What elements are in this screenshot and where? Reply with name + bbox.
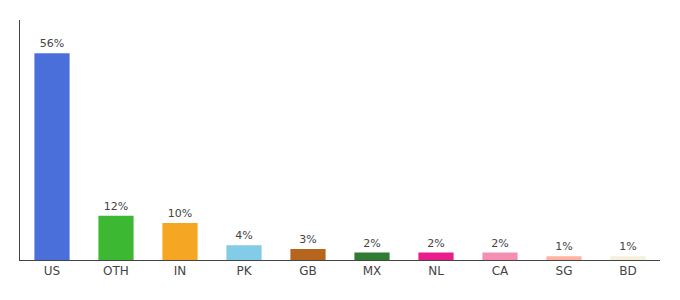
svg-text:1%: 1% [619,240,636,253]
svg-text:MX: MX [363,264,382,278]
svg-text:OTH: OTH [103,264,129,278]
svg-text:2%: 2% [491,237,508,250]
svg-text:GB: GB [299,264,317,278]
svg-text:BD: BD [619,264,636,278]
svg-text:PK: PK [236,264,252,278]
svg-text:CA: CA [492,264,509,278]
svg-text:US: US [44,264,60,278]
svg-text:2%: 2% [363,237,380,250]
svg-text:12%: 12% [104,200,128,213]
svg-text:IN: IN [174,264,187,278]
svg-text:2%: 2% [427,237,444,250]
svg-text:3%: 3% [299,233,316,246]
svg-text:10%: 10% [168,207,192,220]
svg-text:1%: 1% [555,240,572,253]
svg-text:56%: 56% [40,37,64,50]
svg-text:NL: NL [428,264,444,278]
svg-text:4%: 4% [235,229,252,242]
svg-text:SG: SG [556,264,573,278]
